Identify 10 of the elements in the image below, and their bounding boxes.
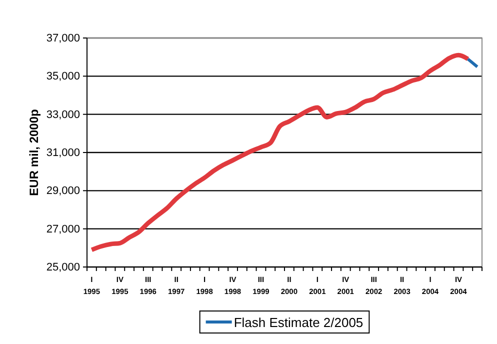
y-tick-label: 37,000 — [46, 32, 80, 45]
y-axis-title: EUR mil, 2000p — [27, 109, 41, 196]
y-tick-label: 35,000 — [46, 70, 80, 83]
legend-label: Flash Estimate 2/2005 — [234, 315, 364, 330]
y-tick-label: 31,000 — [46, 147, 80, 160]
y-tick-label: 25,000 — [46, 262, 80, 274]
y-tick-label: 29,000 — [46, 185, 80, 198]
y-tick-label: 27,000 — [46, 223, 80, 236]
line-series — [89, 52, 470, 252]
y-tick-label: 33,000 — [46, 108, 80, 121]
